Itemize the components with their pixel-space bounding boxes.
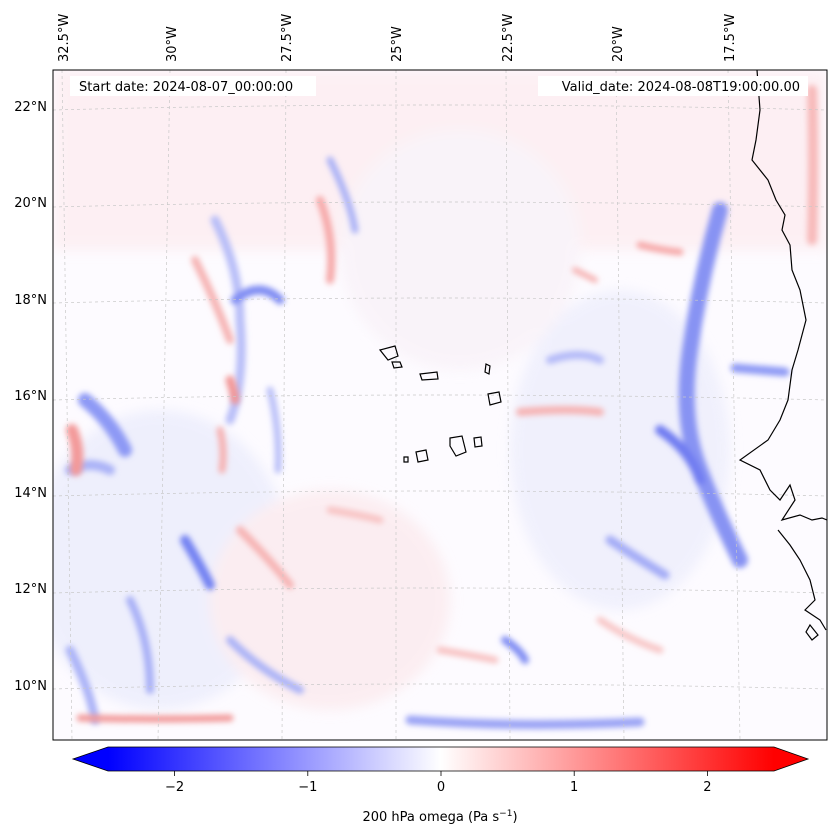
lat-label: 16°N <box>14 389 47 404</box>
valid-date-label: Valid_date: 2024-08-08T19:00:00.00 <box>562 80 800 95</box>
colorbar-high-extension <box>774 747 808 771</box>
lat-label: 18°N <box>14 293 47 308</box>
lon-label: 20°W <box>611 26 626 62</box>
lat-label: 20°N <box>14 196 47 211</box>
lat-label: 12°N <box>14 582 47 597</box>
colorbar-label: 200 hPa omega (Pa s−1) <box>362 809 517 825</box>
coastlines <box>378 70 827 641</box>
colorbar-outline <box>71 746 810 772</box>
valid-date-box <box>538 76 808 96</box>
colorbar-tick-label: 0 <box>437 780 445 795</box>
lon-label: 22.5°W <box>501 14 516 62</box>
colorbar-tick-label: 1 <box>570 780 578 795</box>
lon-label: 32.5°W <box>57 14 72 62</box>
latitude-labels: 22°N 20°N 18°N 16°N 14°N 12°N 10°N <box>14 100 47 694</box>
longitude-labels: 32.5°W 30°W 27.5°W 25°W 22.5°W 20°W 17.5… <box>57 14 738 62</box>
graticule <box>53 70 827 740</box>
lon-label: 27.5°W <box>280 14 295 62</box>
omega-field <box>53 70 827 740</box>
colorbar-low-extension <box>73 747 108 771</box>
start-date-box <box>70 76 316 96</box>
colorbar-tick-label: −1 <box>298 780 317 795</box>
map-frame <box>52 69 828 741</box>
colorbar-gradient <box>108 747 774 771</box>
lon-label: 30°W <box>165 26 180 62</box>
map-panel: Start date: 2024-08-07_00:00:00 Valid_da… <box>52 69 828 741</box>
lat-label: 22°N <box>14 100 47 115</box>
colorbar-tick-label: −2 <box>165 780 184 795</box>
colorbar: −2 −1 0 1 2 200 hPa omega (Pa s−1) <box>71 746 810 825</box>
colorbar-tick-label: 2 <box>703 780 711 795</box>
lat-label: 14°N <box>14 486 47 501</box>
lat-label: 10°N <box>14 679 47 694</box>
start-date-label: Start date: 2024-08-07_00:00:00 <box>79 80 293 95</box>
lon-label: 25°W <box>390 26 405 62</box>
colorbar-ticks: −2 −1 0 1 2 <box>165 771 712 795</box>
lon-label: 17.5°W <box>723 14 738 62</box>
